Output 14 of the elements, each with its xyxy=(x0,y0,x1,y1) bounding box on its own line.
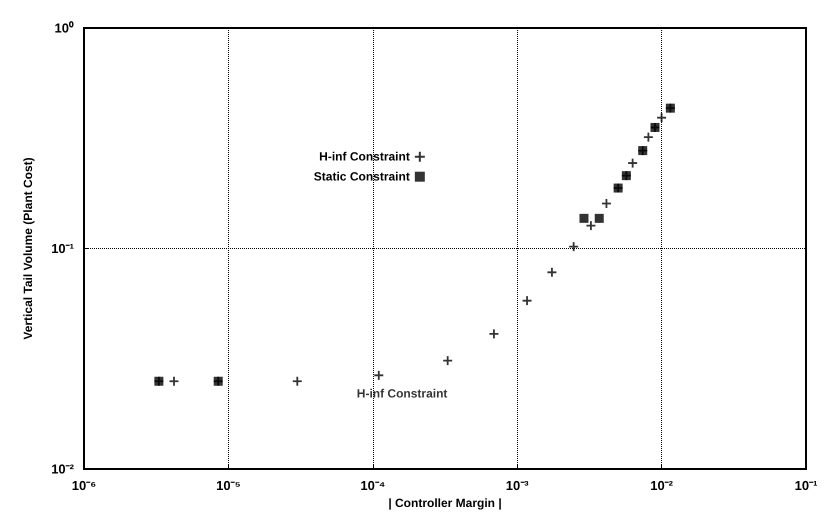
x-tick-label: 10⁻⁴ xyxy=(360,478,386,493)
x-axis-title: | Controller Margin | xyxy=(388,496,502,510)
legend-label: H-inf Constraint xyxy=(319,150,410,164)
x-tick-label: 10⁻¹ xyxy=(794,478,818,493)
y-axis-title: Vertical Tail Volume (Plant Cost) xyxy=(21,157,35,340)
y-tick-label: 10⁰ xyxy=(54,20,74,36)
x-tick-label: 10⁻⁶ xyxy=(72,478,96,493)
legend-label: Static Constraint xyxy=(314,170,410,184)
x-tick-label: 10⁻² xyxy=(650,478,674,493)
y-tick-label: 10⁻² xyxy=(51,462,75,476)
x-tick-label: 10⁻⁵ xyxy=(216,478,241,493)
y-tick-label: 10⁻¹ xyxy=(51,241,74,256)
x-tick-label: 10⁻³ xyxy=(506,478,530,493)
annotation: H-inf Constraint xyxy=(356,386,448,400)
